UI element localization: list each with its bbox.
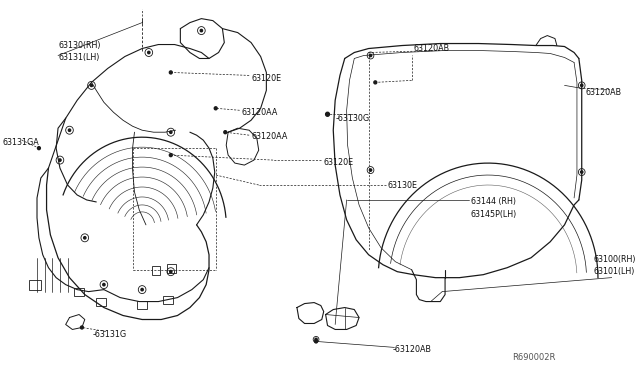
Text: 63131(LH): 63131(LH) [58,53,99,62]
Text: 63120E: 63120E [251,74,281,83]
Text: -63131G: -63131G [92,330,127,339]
Circle shape [141,288,143,291]
Circle shape [81,326,83,329]
Circle shape [580,171,583,173]
Circle shape [90,84,93,87]
Bar [29,280,41,290]
Text: 63131GA: 63131GA [3,138,39,147]
Circle shape [84,237,86,239]
Text: 63120E: 63120E [324,158,354,167]
Circle shape [68,129,70,131]
Circle shape [214,107,217,110]
Circle shape [315,338,317,341]
Circle shape [170,154,172,157]
Circle shape [170,71,172,74]
Text: 63144 (RH): 63144 (RH) [471,198,516,206]
Text: -63130G: -63130G [335,114,369,123]
Text: 63130(RH): 63130(RH) [58,41,100,50]
Circle shape [224,131,227,134]
Circle shape [59,159,61,161]
Text: 63120AA: 63120AA [251,132,287,141]
Circle shape [326,112,330,116]
Circle shape [369,54,372,57]
Text: 63101(LH): 63101(LH) [593,267,635,276]
Bar [163,296,173,304]
Circle shape [315,340,317,343]
Circle shape [200,29,202,32]
Text: 63130E: 63130E [388,180,418,189]
Bar [138,301,147,308]
Bar [152,266,160,275]
Text: R690002R: R690002R [512,353,556,362]
Circle shape [38,147,40,150]
Text: 63120AB: 63120AB [586,88,621,97]
Circle shape [580,84,583,87]
Text: 63120AA: 63120AA [241,108,278,117]
Circle shape [103,283,105,286]
Bar [96,298,106,305]
Circle shape [374,81,377,84]
Text: -63120AB: -63120AB [392,345,431,354]
Text: 63100(RH): 63100(RH) [593,255,636,264]
Circle shape [170,270,172,273]
Text: 63120AB: 63120AB [413,44,450,53]
Circle shape [369,169,372,171]
Circle shape [148,51,150,54]
Circle shape [170,131,172,134]
Text: 63145P(LH): 63145P(LH) [471,211,517,219]
Bar [74,288,84,296]
Bar [167,264,175,273]
